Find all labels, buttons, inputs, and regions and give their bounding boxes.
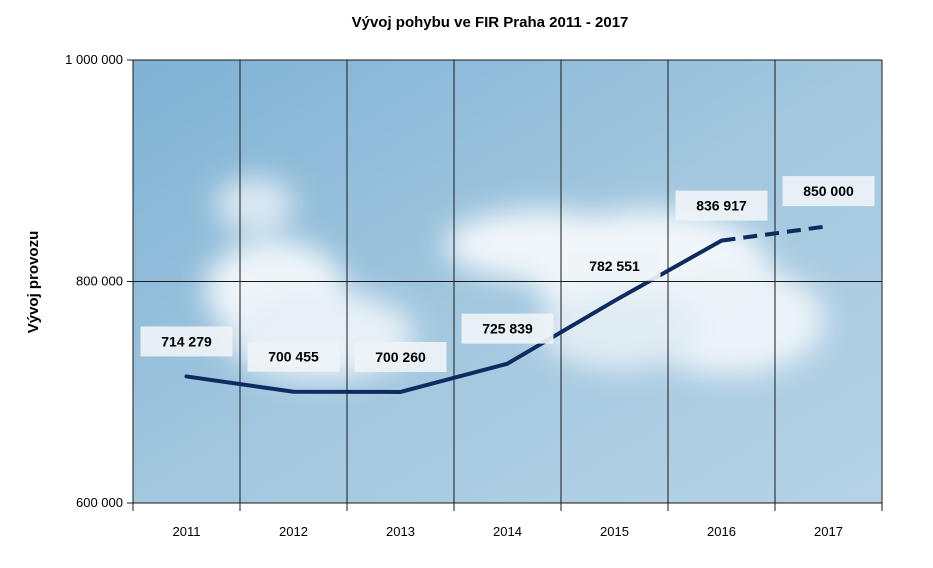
x-tick-label: 2014 (493, 524, 522, 539)
x-tick-label: 2013 (386, 524, 415, 539)
x-tick-label: 2017 (814, 524, 843, 539)
series-line-actual (184, 238, 724, 394)
data-label: 725 839 (482, 321, 533, 337)
y-axis-label: Vývoj provozu (25, 231, 42, 334)
data-label: 714 279 (161, 333, 212, 349)
x-tick-label: 2011 (173, 524, 201, 539)
y-tick-label: 600 000 (76, 495, 123, 510)
data-label-box (675, 190, 768, 221)
chart-title: Vývoj pohybu ve FIR Praha 2011 - 2017 (352, 14, 629, 31)
x-tick-label: 2012 (279, 524, 308, 539)
data-label: 782 551 (589, 258, 640, 274)
data-label-box (461, 313, 554, 344)
x-tick-label: 2015 (600, 524, 629, 539)
data-label-box (782, 176, 875, 207)
data-label-box (354, 341, 447, 372)
data-label-box (568, 250, 661, 281)
series-line-forecast (721, 224, 829, 243)
data-label: 700 455 (268, 349, 319, 365)
data-label: 700 260 (375, 349, 426, 365)
data-label-box (140, 326, 233, 357)
x-tick-label: 2016 (707, 524, 736, 539)
data-label: 850 000 (803, 183, 854, 199)
series-line (184, 224, 829, 394)
data-labels: 714 279 700 455 700 260 725 839 782 551 836 9… (140, 176, 875, 372)
y-tick-label: 800 000 (76, 274, 123, 289)
data-label: 836 917 (696, 198, 747, 214)
y-tick-label: 1 000 000 (65, 52, 123, 67)
axes: 600 000 800 000 1 000 000 2011 2012 2013 2014 2… (65, 52, 883, 539)
data-label-box (247, 341, 340, 372)
grid-lines (132, 59, 883, 504)
